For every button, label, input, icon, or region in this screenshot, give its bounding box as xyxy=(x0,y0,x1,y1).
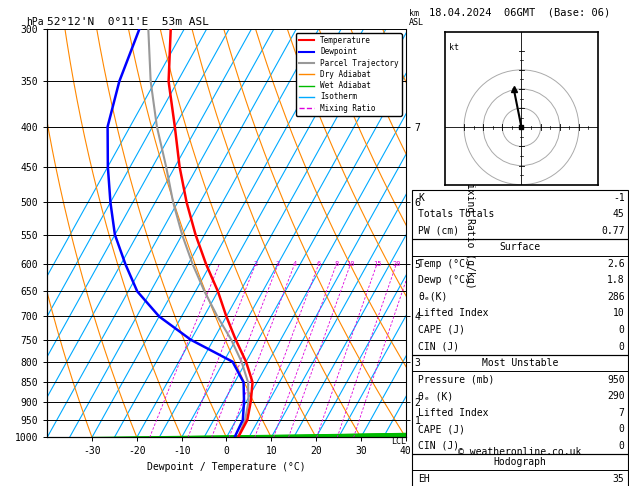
Text: Dewp (°C): Dewp (°C) xyxy=(418,276,471,285)
Text: 0.77: 0.77 xyxy=(601,226,625,236)
Text: 4: 4 xyxy=(292,261,297,267)
Text: PW (cm): PW (cm) xyxy=(418,226,459,236)
Text: CIN (J): CIN (J) xyxy=(418,342,459,351)
Text: 2.6: 2.6 xyxy=(607,259,625,269)
Text: 286: 286 xyxy=(607,292,625,302)
Text: km
ASL: km ASL xyxy=(409,9,424,27)
Text: 6: 6 xyxy=(316,261,321,267)
Legend: Temperature, Dewpoint, Parcel Trajectory, Dry Adiabat, Wet Adiabat, Isotherm, Mi: Temperature, Dewpoint, Parcel Trajectory… xyxy=(296,33,402,116)
Text: 10: 10 xyxy=(613,309,625,318)
Text: 18.04.2024  06GMT  (Base: 06): 18.04.2024 06GMT (Base: 06) xyxy=(429,7,611,17)
Text: 950: 950 xyxy=(607,375,625,384)
Text: Lifted Index: Lifted Index xyxy=(418,309,489,318)
Text: 0: 0 xyxy=(619,325,625,335)
Text: θₑ(K): θₑ(K) xyxy=(418,292,448,302)
Text: 2: 2 xyxy=(253,261,258,267)
Text: 290: 290 xyxy=(607,391,625,401)
Text: Lifted Index: Lifted Index xyxy=(418,408,489,417)
Text: -1: -1 xyxy=(613,193,625,203)
Text: 35: 35 xyxy=(613,474,625,484)
Text: 0: 0 xyxy=(619,342,625,351)
Text: 0: 0 xyxy=(619,441,625,451)
Text: θₑ (K): θₑ (K) xyxy=(418,391,454,401)
Text: CIN (J): CIN (J) xyxy=(418,441,459,451)
Text: 1.8: 1.8 xyxy=(607,276,625,285)
X-axis label: Dewpoint / Temperature (°C): Dewpoint / Temperature (°C) xyxy=(147,462,306,472)
Text: 8: 8 xyxy=(334,261,338,267)
Text: Hodograph: Hodograph xyxy=(493,457,547,467)
Text: Most Unstable: Most Unstable xyxy=(482,358,558,368)
Text: LCL: LCL xyxy=(391,437,406,447)
Text: 45: 45 xyxy=(613,209,625,219)
Text: 20: 20 xyxy=(392,261,401,267)
Text: Surface: Surface xyxy=(499,243,540,252)
Text: 7: 7 xyxy=(619,408,625,417)
Text: kt: kt xyxy=(448,43,459,52)
Text: CAPE (J): CAPE (J) xyxy=(418,325,465,335)
Text: 0: 0 xyxy=(619,424,625,434)
Text: Totals Totals: Totals Totals xyxy=(418,209,494,219)
Text: 3: 3 xyxy=(276,261,280,267)
Text: 15: 15 xyxy=(372,261,381,267)
Text: 10: 10 xyxy=(346,261,355,267)
Text: K: K xyxy=(418,193,424,203)
Text: EH: EH xyxy=(418,474,430,484)
Text: hPa: hPa xyxy=(26,17,44,27)
Text: © weatheronline.co.uk: © weatheronline.co.uk xyxy=(458,447,582,457)
Text: Pressure (mb): Pressure (mb) xyxy=(418,375,494,384)
Y-axis label: Mixing Ratio (g/kg): Mixing Ratio (g/kg) xyxy=(465,177,475,289)
Text: 52°12'N  0°11'E  53m ASL: 52°12'N 0°11'E 53m ASL xyxy=(47,17,209,27)
Text: CAPE (J): CAPE (J) xyxy=(418,424,465,434)
Text: Temp (°C): Temp (°C) xyxy=(418,259,471,269)
